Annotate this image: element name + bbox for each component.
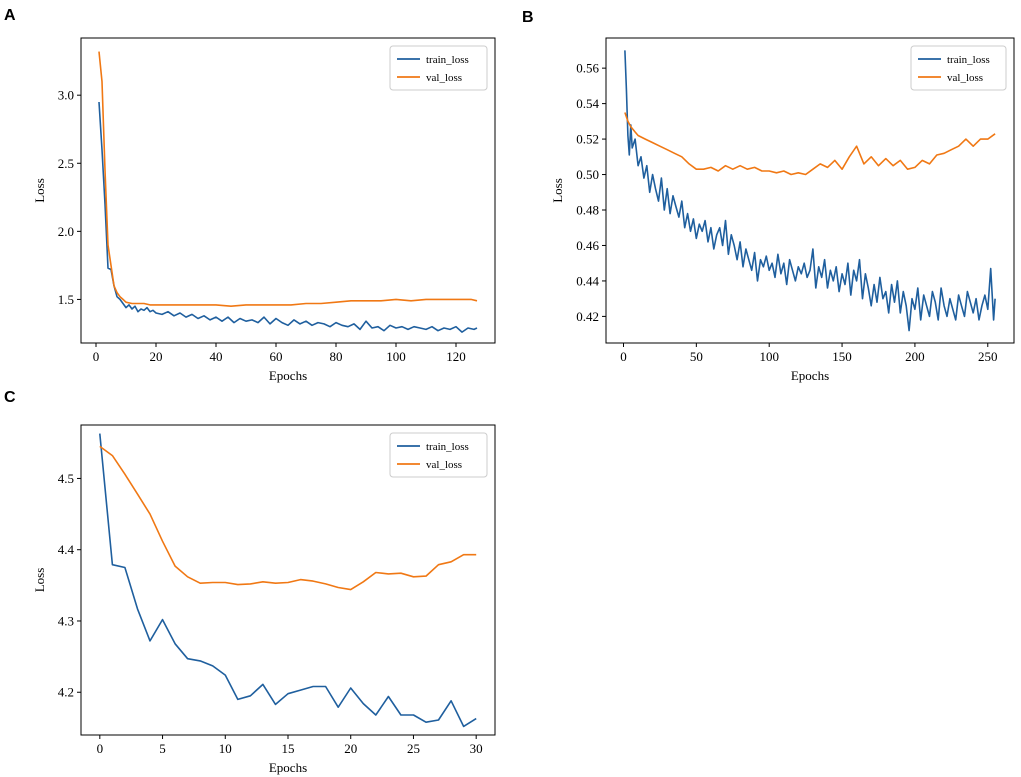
panel-b-x-tick-label: 0	[620, 349, 627, 364]
panel-b-y-tick-label: 0.50	[576, 167, 599, 182]
panel-b-x-axis-title: Epochs	[791, 368, 829, 383]
panel-label-a: A	[4, 7, 16, 24]
panel-c-line-val-loss	[99, 445, 477, 591]
panel-c-x-tick-label: 10	[219, 741, 232, 756]
panel-c-legend	[389, 432, 488, 478]
panel-c-x-tick-label: 5	[159, 741, 166, 756]
panel-c-legend-label: train_loss	[426, 441, 469, 453]
panel-b-x-tick-label: 100	[759, 349, 779, 364]
panel-label-b: B	[522, 9, 534, 26]
panel-c-chart: 0 5 10 15 20 25 30 4.2 4.3 4.4 4.5 Epochs Loss train_…	[32, 424, 496, 775]
panel-b-x-tick-label: 150	[832, 349, 852, 364]
panel-a-y-tick-label: 3.0	[58, 88, 74, 103]
panel-b-line-val-loss	[624, 112, 996, 176]
panel-b-y-tick-label: 0.46	[576, 238, 599, 253]
panel-c-y-tick-label: 4.2	[58, 685, 74, 700]
panel-b-legend-label: val_loss	[947, 72, 983, 84]
panel-b-chart: 0 50 100 150 200 250 0.42 0.44 0.46 0.48 0.50 0.52 0…	[550, 37, 1015, 383]
panel-a-x-tick-label: 80	[330, 349, 343, 364]
panel-c-x-axis-title: Epochs	[269, 760, 307, 775]
panel-c-x-tick-label: 15	[282, 741, 295, 756]
panel-c-y-tick-label: 4.5	[58, 471, 74, 486]
panel-c-x-tick-label: 20	[344, 741, 357, 756]
panel-b-legend	[910, 45, 1007, 91]
panel-b-y-tick-label: 0.56	[576, 61, 599, 76]
panel-b-x-tick-label: 250	[978, 349, 998, 364]
panel-b-y-axis-title: Loss	[550, 178, 565, 203]
panel-c-y-tick-label: 4.3	[58, 613, 74, 628]
panel-b-legend-label: train_loss	[947, 54, 990, 66]
panel-a-y-tick-label: 2.0	[58, 224, 74, 239]
panel-a-legend	[389, 45, 488, 91]
panel-a-chart: 0 20 40 60 80 100 120 1.5 2.0 2.5 3.0 Epochs Loss tra…	[32, 37, 496, 383]
panel-c-y-axis-title: Loss	[32, 568, 47, 593]
panel-c-y-tick-label: 4.4	[58, 542, 75, 557]
panel-c-x-tick-label: 0	[97, 741, 104, 756]
panel-b-x-tick-label: 200	[905, 349, 925, 364]
panel-b-x-tick-label: 50	[690, 349, 703, 364]
panel-b-axes-frame	[605, 37, 1015, 344]
panel-a-y-tick-label: 2.5	[58, 156, 74, 171]
panel-b-y-tick-label: 0.48	[576, 203, 599, 218]
panel-a-x-tick-label: 60	[270, 349, 283, 364]
panel-a-axes-frame	[80, 37, 496, 344]
panel-b-y-tick-label: 0.52	[576, 132, 599, 147]
panel-c-x-tick-label: 25	[407, 741, 420, 756]
panel-c-line-train-loss	[99, 433, 477, 728]
panel-b-y-tick-label: 0.44	[576, 273, 599, 288]
panel-a-line-train-loss	[98, 101, 478, 333]
panel-a-x-axis-title: Epochs	[269, 368, 307, 383]
panel-label-c: C	[4, 389, 16, 406]
panel-b-y-tick-label: 0.54	[576, 96, 599, 111]
panel-a-legend-label: train_loss	[426, 54, 469, 66]
panel-a-y-tick-label: 1.5	[58, 292, 74, 307]
panel-a-x-tick-label: 0	[93, 349, 100, 364]
panel-a-x-tick-label: 120	[446, 349, 466, 364]
panel-a-x-tick-label: 100	[386, 349, 406, 364]
panel-c-legend-label: val_loss	[426, 459, 462, 471]
panel-a-legend-label: val_loss	[426, 72, 462, 84]
panel-a-line-val-loss	[98, 51, 478, 308]
panel-a-x-tick-label: 40	[210, 349, 223, 364]
panel-a-x-tick-label: 20	[150, 349, 163, 364]
panel-b-line-train-loss	[624, 50, 996, 332]
panel-a-y-axis-title: Loss	[32, 178, 47, 203]
panel-b-y-tick-label: 0.42	[576, 309, 599, 324]
panel-c-x-tick-label: 30	[470, 741, 483, 756]
